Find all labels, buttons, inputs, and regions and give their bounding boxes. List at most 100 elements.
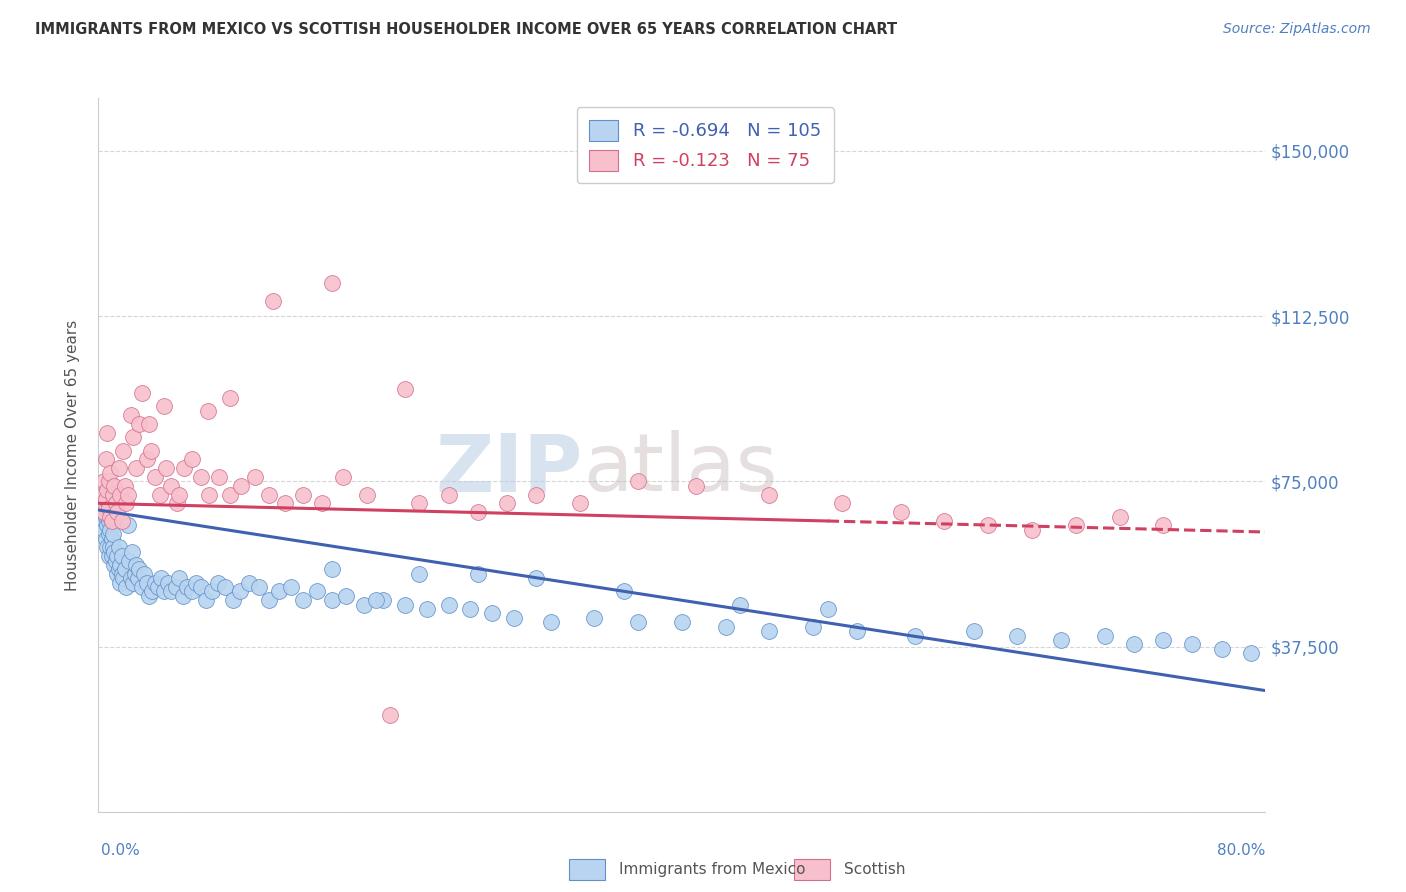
Point: [467, 505, 489, 519]
Point: [934, 514, 956, 528]
Legend: R = -0.694   N = 105, R = -0.123   N = 75: R = -0.694 N = 105, R = -0.123 N = 75: [576, 107, 834, 183]
Point: [167, 487, 190, 501]
Point: [110, 558, 132, 572]
Point: [143, 470, 166, 484]
Point: [221, 593, 243, 607]
Point: [117, 487, 139, 501]
Point: [160, 479, 183, 493]
Text: Immigrants from Mexico: Immigrants from Mexico: [619, 863, 806, 877]
Text: ZIP: ZIP: [436, 430, 582, 508]
Point: [378, 707, 402, 722]
Point: [291, 487, 314, 501]
Point: [269, 584, 291, 599]
Point: [524, 487, 547, 501]
Point: [540, 615, 562, 630]
Point: [114, 479, 136, 493]
Point: [180, 584, 202, 599]
Point: [231, 479, 253, 493]
Point: [96, 518, 118, 533]
Point: [108, 562, 131, 576]
Point: [1108, 509, 1130, 524]
Point: [96, 483, 118, 498]
Point: [1007, 628, 1029, 642]
Point: [165, 580, 187, 594]
Point: [1211, 641, 1233, 656]
Point: [122, 430, 145, 444]
Point: [198, 487, 221, 501]
Point: [801, 620, 824, 634]
Point: [122, 575, 145, 590]
Point: [105, 505, 128, 519]
Point: [627, 475, 650, 489]
Point: [371, 593, 394, 607]
Point: [356, 487, 378, 501]
Point: [176, 580, 198, 594]
Point: [243, 470, 266, 484]
Point: [104, 554, 127, 568]
Point: [121, 545, 143, 559]
Point: [714, 620, 737, 634]
Point: [97, 514, 120, 528]
Point: [671, 615, 693, 630]
Point: [93, 505, 115, 519]
Point: [291, 593, 314, 607]
Point: [98, 541, 121, 555]
Point: [257, 593, 280, 607]
Point: [568, 496, 591, 510]
Point: [728, 598, 751, 612]
Point: [131, 386, 153, 401]
Point: [117, 518, 139, 533]
Point: [180, 452, 202, 467]
Point: [94, 509, 117, 524]
Point: [143, 575, 166, 590]
Point: [415, 602, 437, 616]
Point: [1123, 637, 1146, 651]
Point: [195, 593, 218, 607]
Point: [408, 566, 430, 581]
Point: [307, 584, 329, 599]
Point: [131, 580, 153, 594]
Point: [394, 382, 416, 396]
Text: IMMIGRANTS FROM MEXICO VS SCOTTISH HOUSEHOLDER INCOME OVER 65 YEARS CORRELATION : IMMIGRANTS FROM MEXICO VS SCOTTISH HOUSE…: [35, 22, 897, 37]
Point: [1152, 518, 1174, 533]
Point: [166, 496, 188, 510]
Point: [125, 461, 148, 475]
Text: 0.0%: 0.0%: [101, 843, 141, 858]
Point: [125, 558, 148, 572]
Point: [103, 558, 125, 572]
Point: [93, 523, 115, 537]
Point: [160, 584, 183, 599]
Point: [758, 624, 780, 639]
Point: [208, 470, 231, 484]
Point: [101, 527, 124, 541]
Point: [98, 509, 121, 524]
Point: [100, 532, 122, 546]
Point: [96, 541, 118, 555]
Point: [262, 293, 284, 308]
Text: 80.0%: 80.0%: [1218, 843, 1265, 858]
Point: [321, 276, 343, 290]
Point: [120, 571, 142, 585]
Point: [97, 475, 120, 489]
Point: [138, 417, 160, 431]
Point: [167, 571, 190, 585]
Point: [890, 505, 912, 519]
Point: [93, 475, 115, 489]
Point: [128, 417, 150, 431]
Point: [332, 470, 354, 484]
Point: [197, 404, 219, 418]
Point: [149, 487, 172, 501]
Point: [97, 549, 120, 564]
Point: [274, 496, 297, 510]
Point: [98, 523, 121, 537]
Point: [190, 470, 212, 484]
Point: [110, 575, 132, 590]
Point: [108, 541, 131, 555]
Point: [135, 575, 157, 590]
Point: [105, 566, 128, 581]
Point: [101, 541, 124, 555]
Point: [311, 496, 333, 510]
Point: [817, 602, 839, 616]
Point: [503, 611, 526, 625]
Point: [148, 580, 170, 594]
